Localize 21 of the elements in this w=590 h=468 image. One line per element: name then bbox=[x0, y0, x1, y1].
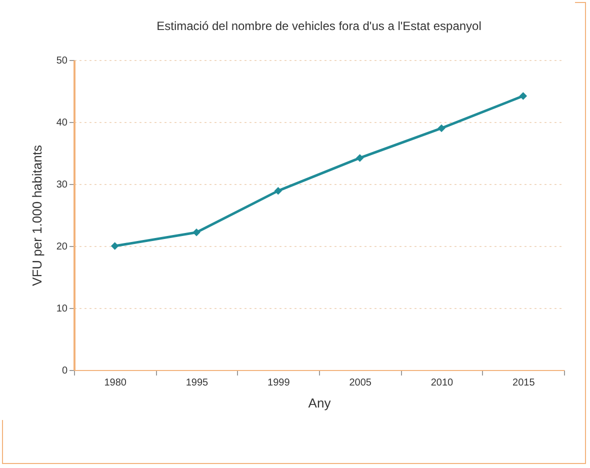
y-tick-label: 20 bbox=[56, 242, 68, 252]
chart-title: Estimació del nombre de vehicles fora d'us a l'Estat espanyol bbox=[156, 19, 482, 33]
point bbox=[519, 92, 528, 100]
x-tick-label: 2015 bbox=[512, 378, 536, 388]
point bbox=[192, 228, 200, 236]
x-axis-title: Any bbox=[308, 396, 332, 410]
point bbox=[438, 124, 446, 132]
y-axis-title: VFU per 1.000 habitants bbox=[29, 144, 44, 286]
y-tick-label: 50 bbox=[56, 56, 68, 66]
y-tick-label: 30 bbox=[56, 180, 68, 190]
y-tick-label: 10 bbox=[56, 304, 68, 314]
y-tick-label: 40 bbox=[56, 118, 68, 128]
x-tick-label: 2005 bbox=[349, 378, 372, 388]
x-tick-label: 1995 bbox=[186, 378, 209, 388]
x-tick-label: 1999 bbox=[268, 378, 290, 388]
point bbox=[356, 154, 364, 162]
point bbox=[110, 242, 119, 250]
point bbox=[274, 186, 282, 195]
x-tick-label: 2010 bbox=[430, 378, 454, 388]
y-tick-label: 0 bbox=[62, 366, 68, 376]
x-tick-label: 1980 bbox=[104, 378, 127, 388]
